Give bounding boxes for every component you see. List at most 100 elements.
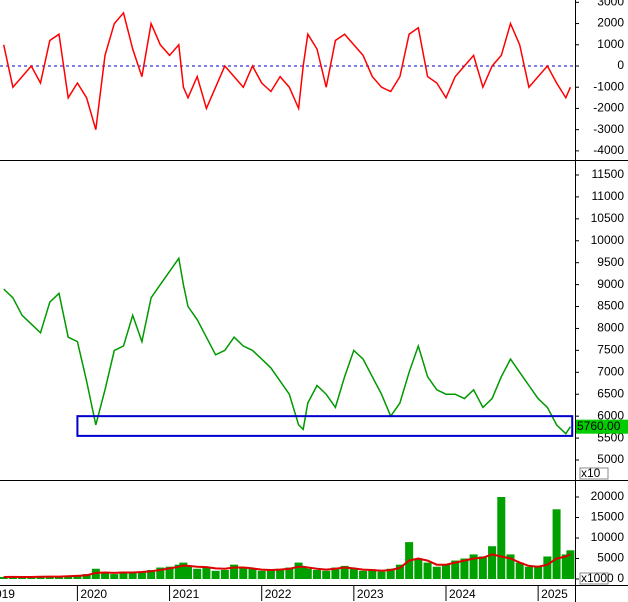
y-tick-label: 11500 (592, 167, 625, 181)
x-tick-label: 2022 (265, 587, 292, 601)
panel (0, 11, 575, 130)
volume-bar (137, 572, 146, 580)
scale-box (579, 572, 609, 585)
y-tick-label: 11000 (592, 189, 625, 203)
volume-bar (110, 574, 119, 580)
volume-bar (303, 568, 312, 580)
volume-bar (230, 564, 239, 580)
volume-bar (497, 497, 506, 580)
volume-bar (257, 570, 266, 580)
volume-bar (524, 566, 533, 580)
y-tick-label: -2000 (593, 101, 624, 115)
panel: 2019 2020 2021 2022 2023 2024 2025 (0, 497, 575, 601)
y-tick-label: 20000 (591, 489, 625, 503)
volume-bar (183, 566, 192, 580)
y-tick-label: -4000 (593, 143, 624, 157)
last-price-box (576, 419, 628, 434)
volume-bar (276, 568, 285, 580)
y-tick-label: 5000 (597, 452, 624, 466)
y-tick-label: 10000 (591, 530, 625, 544)
volume-bar (266, 569, 275, 580)
volume-bar (294, 562, 303, 580)
y-tick-label: -1000 (593, 79, 624, 93)
volume-bar (432, 566, 441, 580)
volume-bar (506, 554, 515, 580)
volume-bar (460, 558, 469, 580)
x-tick-label: 2019 (0, 587, 15, 601)
volume-bar (322, 570, 331, 580)
volume-bar (82, 574, 91, 580)
last-price-label: 5760.00 (577, 419, 621, 433)
scale-box (579, 467, 609, 480)
volume-bar (174, 564, 183, 580)
x-tick-label: 2025 (541, 587, 568, 601)
y-tick-label: 0 (617, 58, 624, 72)
x-tick-label: 2020 (80, 587, 107, 601)
volume-bar (147, 569, 156, 580)
y-tick-label: 2000 (597, 16, 624, 30)
volume-bar (488, 546, 497, 580)
scale-label: x10 (581, 466, 601, 480)
volume-bar (340, 565, 349, 580)
volume-bar (156, 567, 165, 580)
y-tick-label: -3000 (593, 122, 624, 136)
volume-bar (478, 556, 487, 580)
x-tick-label: 2024 (449, 587, 476, 601)
support-box (76, 415, 574, 437)
volume-bar (193, 568, 202, 580)
volume-bar (469, 554, 478, 580)
volume-bar (285, 567, 294, 580)
y-tick-label: 7500 (597, 343, 624, 357)
volume-bar (552, 509, 561, 580)
y-tick-label: 6500 (597, 386, 624, 400)
y-tick-label: 6000 (597, 408, 624, 422)
volume-bar (423, 562, 432, 580)
volume-bar (312, 569, 321, 580)
x-tick-label: 2023 (357, 587, 384, 601)
volume-bar (165, 566, 174, 580)
y-tick-label: 15000 (591, 510, 625, 524)
scale-label: x1000 (581, 571, 614, 585)
volume-bar (239, 567, 248, 580)
volume-bar (414, 558, 423, 580)
volume-bar (534, 566, 543, 580)
volume-bar (128, 572, 137, 580)
x-tick-label: 2021 (173, 587, 200, 601)
volume-bar (515, 562, 524, 580)
volume-bar (299, 566, 308, 580)
y-tick-label: 5000 (597, 551, 624, 565)
volume-bar (377, 571, 386, 580)
volume-bar (179, 562, 188, 580)
volume-bar (441, 564, 450, 580)
volume-average (3, 553, 571, 578)
y-tick-label: 9500 (597, 255, 624, 269)
y-tick-label: 10000 (591, 233, 625, 247)
volume-bar (211, 570, 220, 580)
volume-bar (101, 572, 110, 580)
volume-bar (202, 567, 211, 580)
volume-bar (220, 569, 229, 580)
y-tick-label: 7000 (597, 364, 624, 378)
volume-bar (359, 570, 368, 580)
volume-bar (119, 571, 128, 580)
volume-bar (18, 577, 27, 580)
y-tick-label: 9000 (597, 277, 624, 291)
y-tick-label: 8500 (597, 299, 624, 313)
volume-bar (561, 554, 570, 580)
volume-bar (451, 560, 460, 580)
volume-bar (368, 569, 377, 580)
volume-bar (543, 556, 552, 580)
volume-bar (395, 564, 404, 580)
volume-bar (54, 576, 63, 580)
volume-bar (566, 550, 575, 580)
y-tick-label: 3000 (597, 0, 624, 9)
y-tick-label: 5500 (597, 430, 624, 444)
y-tick-label: 8000 (597, 321, 624, 335)
price-line (2, 11, 572, 130)
volume-bar (73, 575, 82, 580)
volume-bar (386, 568, 395, 580)
y-tick-label: 10500 (591, 211, 625, 225)
